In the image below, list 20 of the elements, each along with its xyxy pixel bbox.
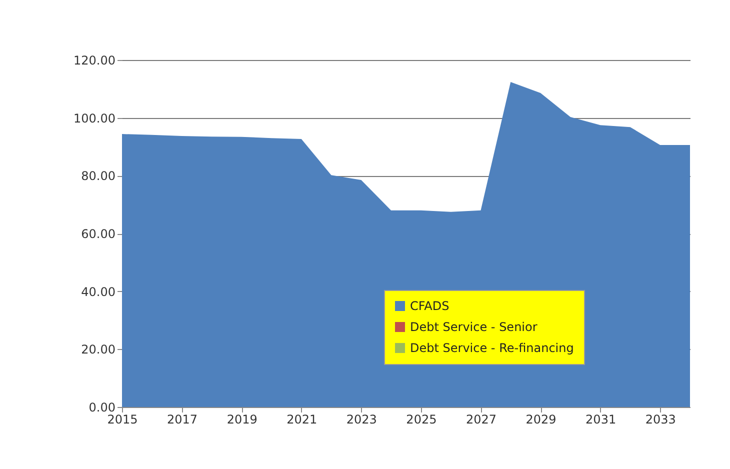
x-tick-label: 2017 [167, 412, 198, 426]
y-tick-label: 60.00 [81, 227, 116, 241]
x-tick-label: 2021 [286, 412, 318, 426]
y-tick-label: 100.00 [74, 111, 116, 126]
x-tick-label: 2029 [526, 412, 556, 426]
legend-label: CFADS [410, 299, 450, 313]
y-tick-label: 0.00 [88, 400, 116, 414]
y-tick-label: 40.00 [81, 284, 116, 299]
x-tick-label: 2019 [226, 412, 258, 426]
x-tick-label: 2023 [346, 412, 377, 426]
x-tick-label: 2015 [107, 412, 138, 426]
x-tick-label: 2031 [586, 412, 616, 426]
y-tick-label: 80.00 [81, 169, 116, 184]
x-tick-label: 2033 [645, 412, 676, 426]
legend-label: Debt Service - Re-financing [410, 341, 574, 355]
x-tick-label: 2027 [466, 412, 497, 426]
y-tick-label: 20.00 [81, 342, 116, 357]
y-tick-label: 120.00 [74, 54, 116, 68]
legend-label: Debt Service - Senior [410, 320, 538, 334]
x-tick-label: 2025 [406, 412, 437, 426]
